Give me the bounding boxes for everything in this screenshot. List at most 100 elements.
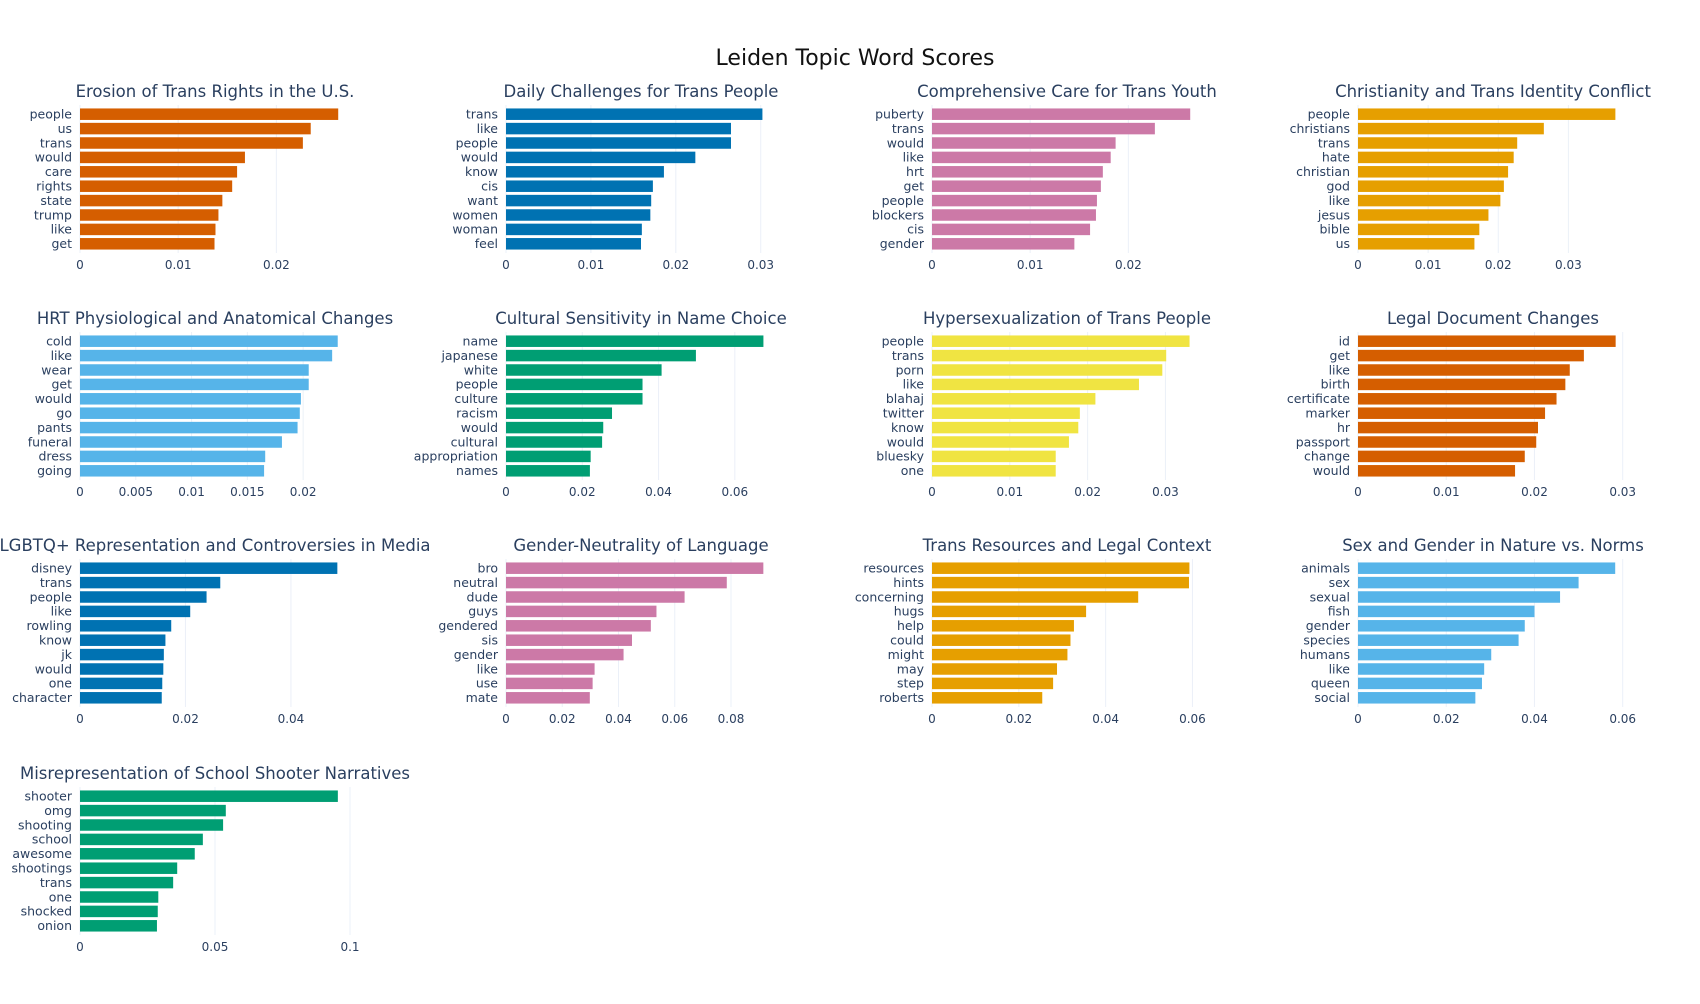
bar-god[interactable] bbox=[1358, 180, 1504, 192]
bar-bluesky[interactable] bbox=[932, 450, 1056, 463]
bar-could[interactable] bbox=[932, 634, 1071, 646]
bar-species[interactable] bbox=[1358, 634, 1519, 646]
bar-hugs[interactable] bbox=[932, 605, 1087, 618]
bar-hrt[interactable] bbox=[932, 166, 1103, 178]
bar-one[interactable] bbox=[932, 465, 1056, 477]
bar-christian[interactable] bbox=[1358, 166, 1509, 178]
bar-jesus[interactable] bbox=[1358, 209, 1489, 221]
bar-white[interactable] bbox=[506, 364, 662, 376]
bar-name[interactable] bbox=[506, 335, 764, 347]
bar-would[interactable] bbox=[932, 137, 1116, 149]
bar-help[interactable] bbox=[932, 620, 1074, 632]
bar-racism[interactable] bbox=[506, 407, 613, 419]
bar-rowling[interactable] bbox=[80, 620, 172, 632]
bar-humans[interactable] bbox=[1358, 648, 1492, 661]
bar-neutral[interactable] bbox=[506, 576, 727, 589]
bar-would[interactable] bbox=[1358, 465, 1516, 477]
bar-trans[interactable] bbox=[506, 108, 763, 120]
bar-fish[interactable] bbox=[1358, 605, 1535, 618]
bar-would[interactable] bbox=[80, 393, 301, 405]
bar-dude[interactable] bbox=[506, 591, 685, 603]
bar-use[interactable] bbox=[506, 677, 593, 690]
bar-cis[interactable] bbox=[932, 223, 1091, 236]
bar-trans[interactable] bbox=[80, 876, 174, 889]
bar-queen[interactable] bbox=[1358, 677, 1482, 690]
bar-bro[interactable] bbox=[506, 562, 764, 574]
bar-step[interactable] bbox=[932, 677, 1054, 690]
bar-us[interactable] bbox=[80, 122, 311, 135]
bar-character[interactable] bbox=[80, 692, 162, 704]
bar-people[interactable] bbox=[506, 137, 731, 149]
bar-get[interactable] bbox=[80, 238, 215, 250]
bar-go[interactable] bbox=[80, 407, 300, 419]
bar-shootings[interactable] bbox=[80, 862, 178, 874]
bar-twitter[interactable] bbox=[932, 407, 1080, 419]
bar-trans[interactable] bbox=[80, 137, 303, 149]
bar-people[interactable] bbox=[80, 591, 207, 603]
bar-feel[interactable] bbox=[506, 238, 641, 250]
bar-jk[interactable] bbox=[80, 648, 164, 661]
bar-cultural[interactable] bbox=[506, 436, 603, 448]
bar-bible[interactable] bbox=[1358, 223, 1480, 236]
bar-like[interactable] bbox=[932, 378, 1139, 391]
bar-trump[interactable] bbox=[80, 209, 219, 221]
bar-blahaj[interactable] bbox=[932, 393, 1096, 405]
bar-roberts[interactable] bbox=[932, 692, 1043, 704]
bar-hate[interactable] bbox=[1358, 151, 1514, 164]
bar-people[interactable] bbox=[932, 194, 1097, 207]
bar-would[interactable] bbox=[932, 436, 1069, 448]
bar-funeral[interactable] bbox=[80, 436, 282, 448]
bar-mate[interactable] bbox=[506, 692, 590, 704]
bar-appropriation[interactable] bbox=[506, 450, 591, 463]
bar-like[interactable] bbox=[80, 349, 333, 362]
bar-animals[interactable] bbox=[1358, 562, 1616, 574]
bar-christians[interactable] bbox=[1358, 122, 1544, 135]
bar-social[interactable] bbox=[1358, 692, 1476, 704]
bar-get[interactable] bbox=[1358, 349, 1584, 362]
bar-sex[interactable] bbox=[1358, 576, 1579, 589]
bar-sis[interactable] bbox=[506, 634, 632, 646]
bar-change[interactable] bbox=[1358, 450, 1525, 463]
bar-would[interactable] bbox=[80, 151, 245, 164]
bar-like[interactable] bbox=[506, 122, 731, 135]
bar-onion[interactable] bbox=[80, 920, 157, 932]
bar-disney[interactable] bbox=[80, 562, 338, 574]
bar-know[interactable] bbox=[932, 421, 1079, 434]
bar-awesome[interactable] bbox=[80, 848, 195, 860]
bar-shooter[interactable] bbox=[80, 790, 338, 802]
bar-shocked[interactable] bbox=[80, 905, 158, 918]
bar-porn[interactable] bbox=[932, 364, 1163, 376]
bar-women[interactable] bbox=[506, 209, 651, 221]
bar-may[interactable] bbox=[932, 663, 1058, 675]
bar-like[interactable] bbox=[80, 605, 191, 618]
bar-woman[interactable] bbox=[506, 223, 642, 236]
bar-puberty[interactable] bbox=[932, 108, 1191, 120]
bar-care[interactable] bbox=[80, 166, 238, 178]
bar-like[interactable] bbox=[506, 663, 595, 675]
bar-cold[interactable] bbox=[80, 335, 338, 347]
bar-us[interactable] bbox=[1358, 238, 1475, 250]
bar-like[interactable] bbox=[80, 223, 216, 236]
bar-shooting[interactable] bbox=[80, 819, 224, 831]
bar-id[interactable] bbox=[1358, 335, 1616, 347]
bar-going[interactable] bbox=[80, 465, 265, 477]
bar-people[interactable] bbox=[932, 335, 1190, 347]
bar-gender[interactable] bbox=[506, 648, 624, 661]
bar-get[interactable] bbox=[80, 378, 309, 391]
bar-would[interactable] bbox=[80, 663, 164, 675]
bar-might[interactable] bbox=[932, 648, 1068, 661]
bar-like[interactable] bbox=[1358, 663, 1485, 675]
bar-concerning[interactable] bbox=[932, 591, 1139, 603]
bar-culture[interactable] bbox=[506, 393, 643, 405]
bar-gender[interactable] bbox=[1358, 620, 1525, 632]
bar-people[interactable] bbox=[80, 108, 339, 120]
bar-japanese[interactable] bbox=[506, 349, 696, 362]
bar-people[interactable] bbox=[1358, 108, 1616, 120]
bar-resources[interactable] bbox=[932, 562, 1190, 574]
bar-passport[interactable] bbox=[1358, 436, 1537, 448]
bar-omg[interactable] bbox=[80, 804, 226, 817]
bar-one[interactable] bbox=[80, 891, 159, 903]
bar-wear[interactable] bbox=[80, 364, 309, 376]
bar-trans[interactable] bbox=[932, 349, 1167, 362]
bar-cis[interactable] bbox=[506, 180, 653, 192]
